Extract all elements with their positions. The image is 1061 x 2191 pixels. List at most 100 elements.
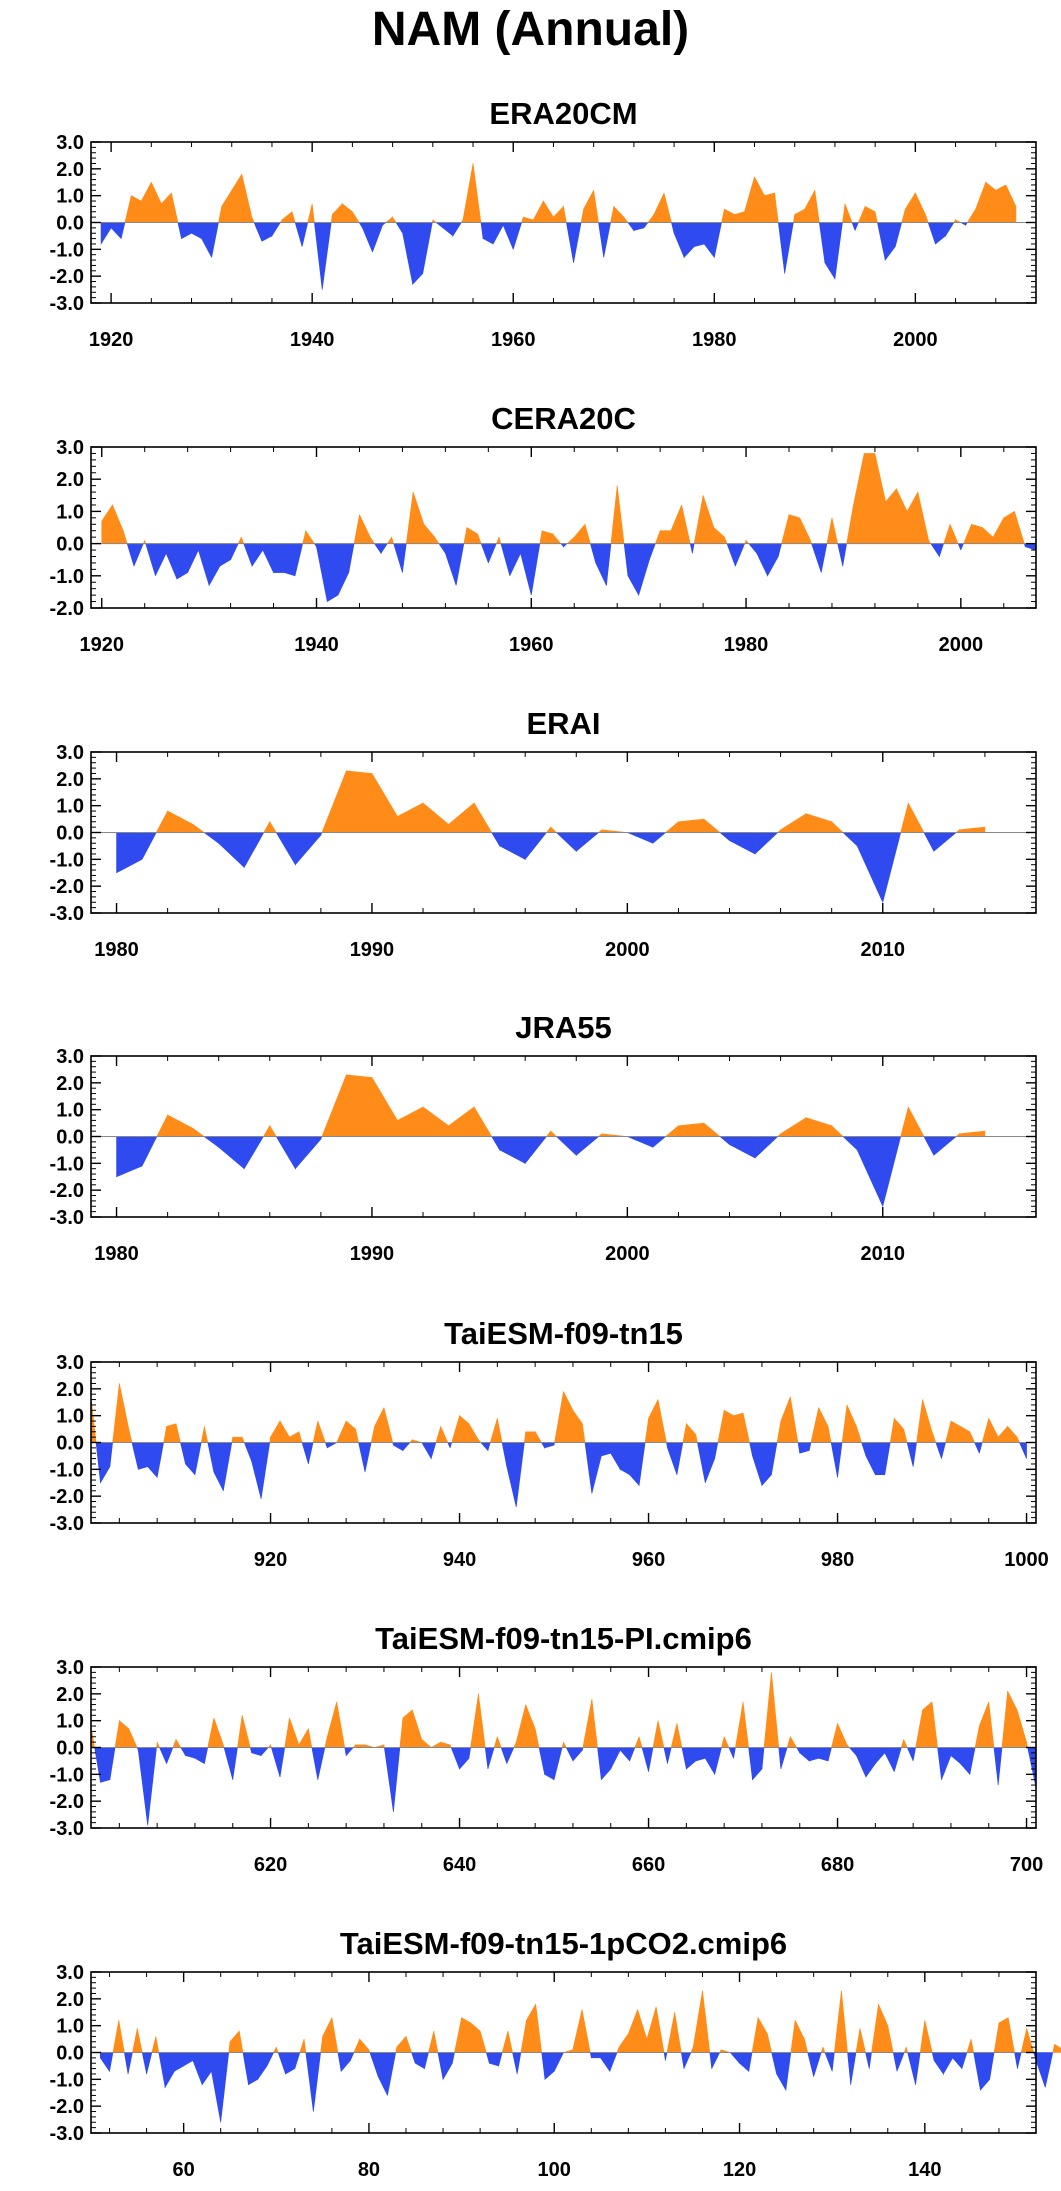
- positive-area: [780, 1117, 807, 1137]
- positive-area: [678, 818, 705, 833]
- x-tick-label: 2010: [861, 1243, 906, 1265]
- positive-area: [371, 772, 398, 833]
- positive-area: [992, 516, 1005, 544]
- x-tick-label: 1990: [350, 939, 395, 961]
- positive-area: [550, 1130, 558, 1137]
- positive-area: [472, 163, 482, 223]
- positive-area: [874, 453, 886, 544]
- negative-area: [729, 1136, 756, 1159]
- negative-area: [393, 543, 403, 573]
- negative-area: [301, 1442, 309, 1465]
- negative-area: [627, 832, 654, 844]
- positive-area: [479, 2030, 487, 2053]
- negative-area: [960, 543, 964, 551]
- x-tick-label: 1960: [491, 329, 536, 351]
- negative-area: [285, 2052, 296, 2075]
- negative-area: [943, 2052, 953, 2076]
- positive-area: [311, 203, 315, 223]
- positive-area: [616, 2047, 620, 2053]
- negative-area: [652, 1136, 667, 1148]
- positive-area: [430, 1741, 441, 1748]
- positive-area: [664, 821, 679, 833]
- positive-area: [289, 1431, 300, 1443]
- negative-area: [194, 1747, 205, 1765]
- positive-area: [859, 2028, 866, 2053]
- chart-panel: TaiESM-f09-tn15-PI.cmip6 3.0 2.0 1.0 0.0 -1.0…: [50, 1621, 1044, 1876]
- positive-area: [391, 537, 395, 544]
- negative-area: [595, 543, 607, 586]
- positive-area: [342, 203, 353, 223]
- negative-area: [915, 2052, 921, 2085]
- positive-area: [336, 1420, 347, 1443]
- positive-area: [284, 1717, 290, 1748]
- negative-area: [1019, 1442, 1027, 1459]
- positive-area: [975, 182, 987, 223]
- negative-area: [277, 2052, 286, 2075]
- positive-area: [818, 1407, 829, 1443]
- negative-area: [961, 2052, 968, 2069]
- negative-area: [316, 543, 328, 602]
- negative-area: [362, 222, 373, 253]
- negative-area: [1014, 2052, 1018, 2069]
- positive-area: [842, 203, 846, 223]
- positive-area: [834, 1990, 842, 2053]
- positive-area: [1001, 1691, 1008, 1748]
- positive-area: [324, 1736, 328, 1748]
- positive-area: [724, 537, 728, 544]
- negative-area: [358, 222, 363, 229]
- negative-area: [842, 1136, 858, 1151]
- positive-area: [959, 826, 986, 833]
- negative-area: [619, 1747, 630, 1762]
- negative-area: [752, 1747, 763, 1781]
- positive-area: [507, 2030, 513, 2053]
- negative-area: [856, 1136, 884, 1207]
- y-tick-label: -1.0: [50, 1764, 84, 1786]
- negative-area: [884, 222, 896, 261]
- x-tick-label: 1920: [89, 329, 134, 351]
- negative-area: [243, 543, 253, 567]
- positive-area: [118, 2020, 125, 2053]
- positive-area: [970, 2039, 974, 2053]
- chart-title: TaiESM-f09-tn15-1pCO2.cmip6: [340, 1926, 787, 1961]
- positive-area: [831, 517, 839, 544]
- y-tick-label: 1.0: [56, 796, 84, 818]
- positive-area: [440, 1426, 449, 1443]
- positive-area: [238, 2030, 244, 2053]
- positive-area: [826, 517, 833, 544]
- positive-area: [448, 1106, 475, 1137]
- negative-area: [629, 1747, 636, 1762]
- chart-panel: JRA55 3.0 2.0 1.0 0.0 -1.0 -2.0 -3.0 1980 1990 200…: [50, 1010, 1037, 1265]
- positive-area: [321, 1074, 347, 1137]
- negative-area: [373, 543, 382, 555]
- negative-area: [524, 832, 548, 861]
- positive-area: [644, 1418, 649, 1443]
- negative-area: [452, 2052, 455, 2064]
- negative-area: [530, 543, 541, 596]
- negative-area: [176, 543, 188, 580]
- negative-area: [848, 1747, 857, 1757]
- chart-title: CERA20C: [491, 401, 636, 436]
- negative-area: [756, 543, 768, 576]
- positive-area: [175, 1423, 181, 1443]
- negative-area: [875, 1442, 886, 1475]
- negative-area: [445, 543, 457, 586]
- positive-area: [156, 1742, 160, 1748]
- positive-area: [949, 524, 959, 544]
- x-tick-label: 1980: [724, 634, 769, 656]
- positive-area: [922, 1399, 933, 1443]
- negative-area: [960, 1747, 971, 1776]
- negative-area: [978, 1442, 983, 1454]
- negative-area: [555, 1136, 577, 1156]
- positive-area: [298, 1727, 309, 1748]
- chart-panel: CERA20C 3.0 2.0 1.0 0.0 -1.0 -2.0 1920 1940 1960 1…: [50, 401, 1037, 656]
- y-tick-label: -2.0: [50, 876, 84, 898]
- positive-area: [789, 1396, 799, 1443]
- negative-area: [372, 222, 383, 253]
- y-tick-label: 3.0: [56, 742, 84, 764]
- positive-area: [771, 1672, 780, 1748]
- negative-area: [719, 1136, 730, 1146]
- negative-area: [733, 1747, 736, 1759]
- positive-area: [805, 1117, 832, 1137]
- negative-area: [501, 1442, 508, 1467]
- negative-area: [811, 543, 822, 573]
